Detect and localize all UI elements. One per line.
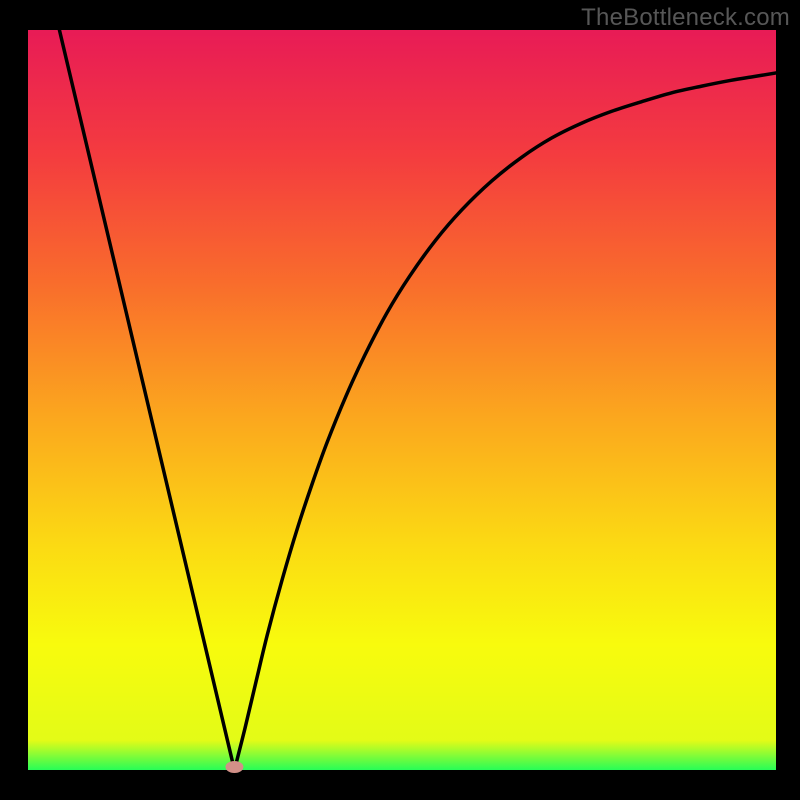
watermark-text: TheBottleneck.com: [581, 4, 790, 32]
optimum-marker: [225, 761, 243, 773]
chart-container: TheBottleneck.com: [0, 0, 800, 800]
plot-background: [28, 30, 776, 770]
bottleneck-chart: [0, 0, 800, 800]
